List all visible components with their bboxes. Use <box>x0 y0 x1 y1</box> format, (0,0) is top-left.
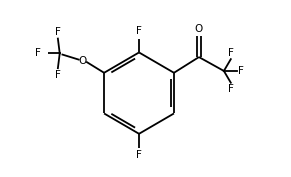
Text: O: O <box>195 24 203 34</box>
Text: F: F <box>136 26 142 36</box>
Text: F: F <box>228 48 234 58</box>
Text: F: F <box>238 66 244 76</box>
Text: F: F <box>136 150 142 160</box>
Text: F: F <box>55 70 61 80</box>
Text: F: F <box>55 27 61 37</box>
Text: O: O <box>79 56 87 66</box>
Text: F: F <box>36 48 41 58</box>
Text: F: F <box>228 84 234 94</box>
